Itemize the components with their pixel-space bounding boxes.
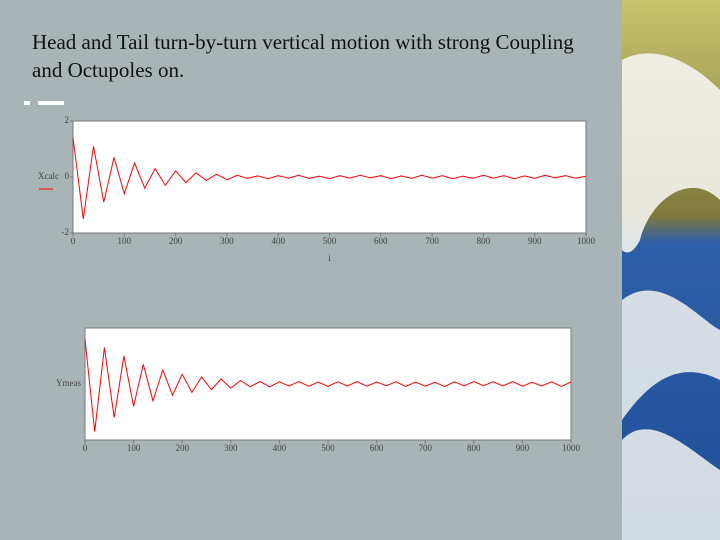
bullet-bar [38, 101, 64, 105]
x-tick-label: 800 [477, 236, 491, 246]
x-axis-label: i [328, 253, 331, 263]
x-tick-label: 400 [273, 443, 287, 453]
y-tick-label: 0 [65, 171, 70, 181]
x-tick-label: 600 [374, 236, 388, 246]
plot-area [84, 327, 572, 441]
x-tick-label: 700 [418, 443, 432, 453]
x-tick-label: 300 [220, 236, 234, 246]
y-axis-label: Ymeas [56, 378, 81, 388]
series-line [72, 137, 587, 220]
x-tick-label: 900 [528, 236, 542, 246]
x-tick-label: 300 [224, 443, 238, 453]
series-line [84, 339, 572, 432]
x-tick-label: 400 [271, 236, 285, 246]
slide-title-line2: and Octupoles on. [32, 58, 184, 82]
x-tick-label: 900 [516, 443, 530, 453]
x-tick-label: 800 [467, 443, 481, 453]
slide-title-line1: Head and Tail turn-by-turn vertical moti… [32, 30, 574, 54]
y-tick-label: -2 [62, 227, 70, 237]
x-tick-label: 600 [370, 443, 384, 453]
wave-decoration [622, 0, 720, 540]
x-tick-label: 200 [175, 443, 189, 453]
x-tick-label: 1000 [562, 443, 581, 453]
x-tick-label: 100 [127, 443, 141, 453]
bullet [24, 101, 30, 105]
x-tick-label: 500 [323, 236, 337, 246]
charts: 0 100 200 300 400 500 600 700 800 900 1000-202Xcal… [38, 115, 595, 453]
x-tick-label: 200 [169, 236, 183, 246]
x-tick-label: 700 [425, 236, 439, 246]
x-tick-label: 500 [321, 443, 335, 453]
plot-area [72, 120, 587, 234]
y-tick-label: 2 [65, 115, 70, 125]
y-axis-label: Xcalc [38, 171, 59, 181]
x-tick-label: 1000 [577, 236, 596, 246]
x-tick-label: 0 [83, 443, 88, 453]
x-tick-label: 0 [71, 236, 76, 246]
x-tick-label: 100 [118, 236, 132, 246]
